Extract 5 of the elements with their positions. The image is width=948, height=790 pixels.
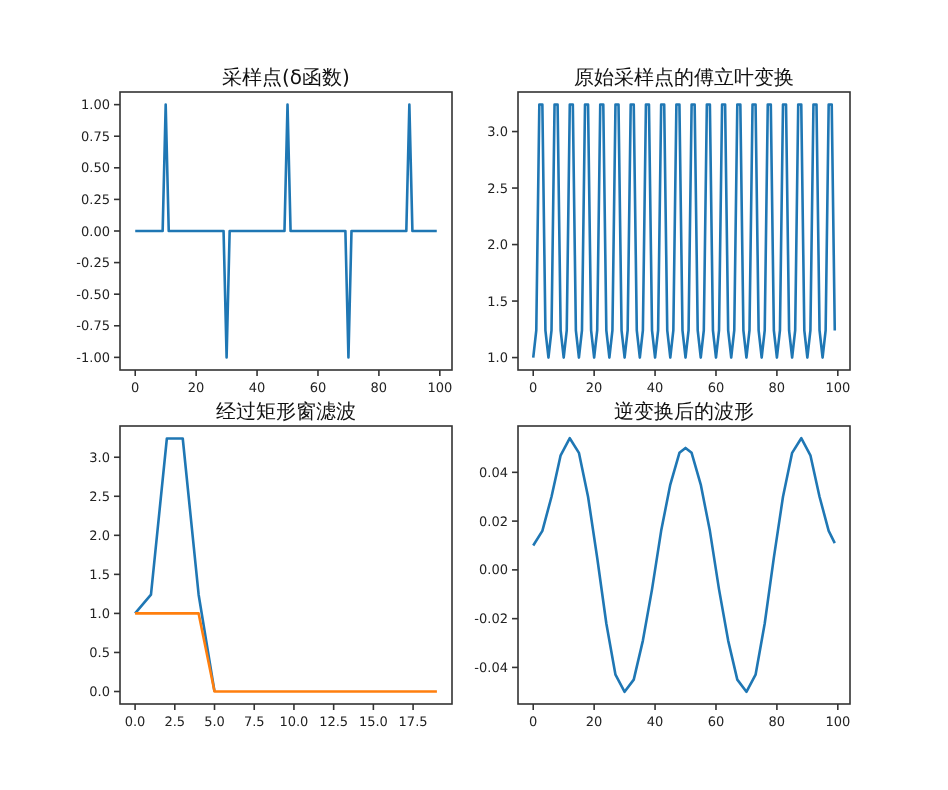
chart-title: 经过矩形窗滤波 [216,400,356,424]
chart-title: 原始采样点的傅立叶变换 [574,66,794,90]
chart-title: 采样点(δ函数) [222,66,351,90]
chart-title: 逆变换后的波形 [614,400,754,424]
line-series [531,436,837,694]
